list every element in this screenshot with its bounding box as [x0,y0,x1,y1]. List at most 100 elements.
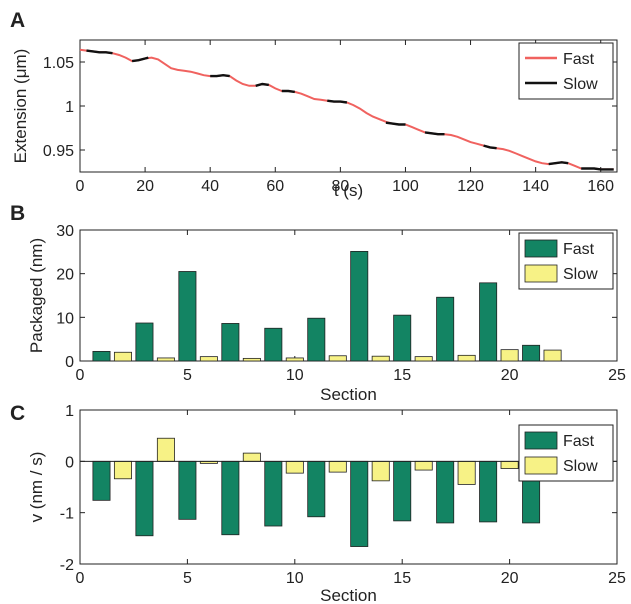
x-tick-label: 160 [587,178,614,195]
series-line-slow [385,121,406,126]
legend-swatch [524,456,558,475]
x-tick-label: 0 [76,570,85,587]
x-axis-label: t (s) [334,181,363,200]
bar-fast [221,323,240,362]
bar-fast [350,460,369,547]
bar-slow [414,356,433,362]
panel-letter: C [10,402,25,425]
bar-slow [156,357,175,362]
x-tick-label: 80 [331,178,349,195]
x-tick-label: 5 [183,570,192,587]
y-tick-label: 20 [56,267,74,284]
series-line-slow [210,73,230,78]
bar-slow [543,349,562,362]
x-tick-label: 140 [522,178,549,195]
bar-slow [500,349,519,362]
bar-fast [178,271,197,362]
series-line-slow [327,99,348,104]
y-tick-label: 1.05 [43,55,74,72]
x-tick-label: 60 [266,178,284,195]
bar-fast [264,327,283,362]
bar-fast [436,460,455,524]
x-axis-label: Section [320,586,377,604]
plot-frame [79,409,618,565]
bar-slow [285,357,304,362]
y-tick-label: -2 [60,557,74,574]
x-tick-label: 10 [286,367,304,384]
legend-box [518,42,614,100]
bar-slow [113,460,132,480]
bar-slow [113,351,132,362]
x-tick-label: 100 [392,178,419,195]
series-line-slow [281,89,295,94]
bar-slow [285,460,304,474]
y-tick-label: 10 [56,310,74,327]
x-tick-label: 20 [136,178,154,195]
legend-swatch [524,431,558,450]
bar-slow [156,437,175,462]
bar-fast [479,460,498,523]
bar-slow [371,355,390,362]
legend-label: Fast [563,433,595,450]
panel-letter: B [10,202,25,225]
x-tick-label: 15 [393,367,411,384]
bar-slow [500,460,519,469]
y-tick-label: 0 [65,354,74,371]
y-axis-label: Extension (μm) [11,49,30,164]
bar-fast [350,250,369,362]
x-tick-label: 10 [286,570,304,587]
legend-swatch [524,239,558,258]
bar-fast [178,460,197,520]
series-line-slow [548,161,569,166]
y-tick-label: 1 [65,403,74,420]
x-tick-label: 25 [608,367,626,384]
plot-frame [79,229,618,362]
x-tick-label: 40 [201,178,219,195]
x-tick-label: 25 [608,570,626,587]
series-line-slow [483,144,497,150]
bar-fast [135,322,154,362]
y-axis-label: Packaged (nm) [27,238,46,353]
bar-slow [457,354,476,362]
series-line-slow [255,82,269,87]
series-line-slow [581,167,614,171]
x-tick-label: 5 [183,367,192,384]
bar-fast [135,460,154,537]
y-tick-label: -1 [60,506,74,523]
legend-label: Fast [563,51,595,68]
x-tick-label: 0 [76,178,85,195]
bar-fast [307,317,326,362]
legend-label: Slow [563,458,598,475]
bar-fast [393,314,412,362]
y-tick-label: 0.95 [43,143,74,160]
bar-fast [436,296,455,362]
series-line-slow [424,131,445,136]
bar-fast [221,460,240,536]
series-line-slow [86,49,113,55]
bar-slow [371,460,390,482]
bar-slow [328,355,347,362]
bar-fast [264,460,283,527]
bar-fast [479,282,498,362]
bar-slow [242,357,261,362]
bar-fast [393,460,412,522]
legend-label: Slow [563,266,598,283]
legend-swatch [524,264,558,283]
bar-slow [328,460,347,473]
panel-letter: A [10,9,25,32]
bar-slow [199,356,218,362]
bar-slow [242,452,261,462]
x-tick-label: 15 [393,570,411,587]
bar-slow [457,460,476,485]
y-axis-label: v (nm / s) [27,452,46,523]
bar-fast [522,344,541,362]
bar-fast [307,460,326,518]
bar-fast [92,460,111,501]
bar-fast [92,350,111,362]
x-tick-label: 120 [457,178,484,195]
x-tick-label: 20 [501,367,519,384]
bar-slow [414,460,433,471]
legend-label: Slow [563,76,598,93]
x-axis-label: Section [320,385,377,404]
